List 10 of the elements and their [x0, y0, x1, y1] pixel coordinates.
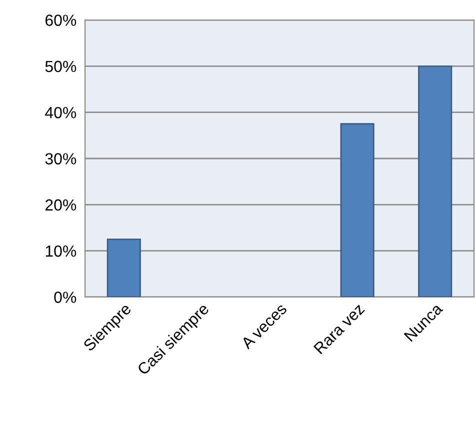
y-tick-label: 60% [46, 14, 76, 26]
y-tick-label: 10% [46, 245, 76, 257]
bar [340, 123, 374, 297]
y-tick-label: 40% [45, 106, 76, 118]
y-tick-label: 30% [45, 153, 76, 164]
y-tick-label: 50% [45, 60, 76, 72]
y-tick-label: 0% [54, 292, 76, 303]
bar [106, 238, 141, 297]
bar [418, 65, 452, 297]
y-tick-label: 20% [46, 199, 76, 211]
